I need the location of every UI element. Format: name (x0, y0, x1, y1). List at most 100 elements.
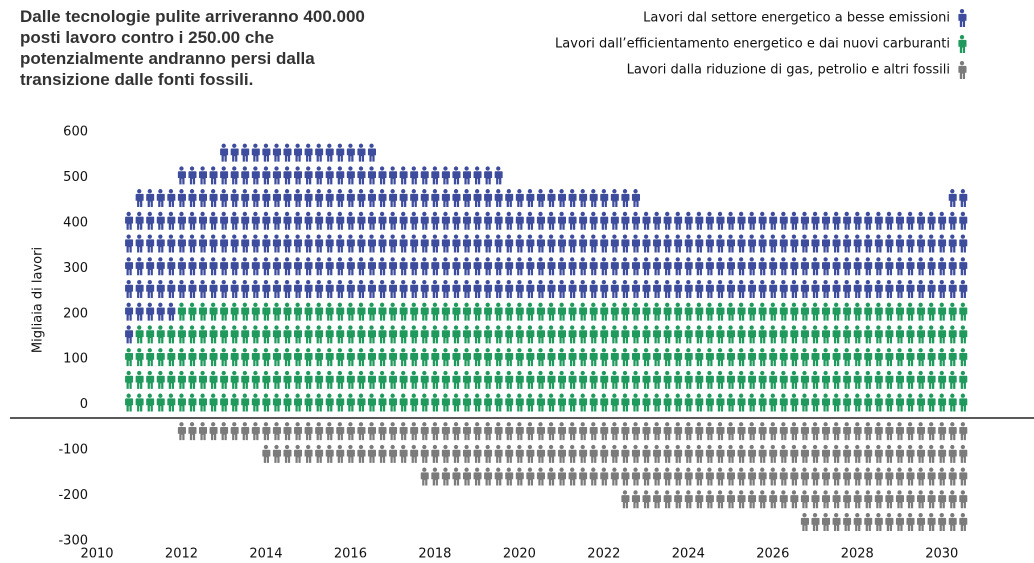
icon-stack (589, 422, 598, 486)
person-icon (283, 166, 292, 185)
person-icon (769, 490, 778, 509)
person-icon (441, 234, 450, 253)
person-icon (410, 302, 419, 321)
person-icon (251, 348, 260, 367)
icon-stack (188, 422, 197, 441)
person-icon (906, 444, 915, 463)
person-icon (684, 211, 693, 230)
icon-stack (367, 422, 377, 463)
person-icon (790, 211, 799, 230)
person-icon (568, 302, 577, 321)
person-icon (906, 257, 915, 276)
person-icon (262, 189, 271, 208)
person-icon (822, 279, 831, 298)
icon-stack (906, 302, 915, 412)
legend-label: Lavori dalla riduzione di gas, petrolio … (627, 63, 950, 78)
person-icon (441, 422, 450, 441)
person-icon (653, 257, 662, 276)
person-icon (811, 279, 820, 298)
person-icon (811, 444, 820, 463)
icon-stack (188, 302, 197, 412)
person-icon (220, 393, 229, 412)
person-icon (156, 370, 165, 389)
person-icon (505, 444, 514, 463)
person-icon (737, 490, 746, 509)
person-icon (515, 370, 524, 389)
person-icon (832, 467, 841, 486)
person-icon (800, 211, 809, 230)
icon-stack (304, 302, 313, 412)
person-icon (209, 370, 218, 389)
person-icon (959, 257, 968, 276)
person-icon (410, 234, 419, 253)
person-icon (726, 393, 736, 412)
person-icon (927, 211, 936, 230)
icon-stack (547, 189, 556, 298)
person-icon (568, 211, 577, 230)
person-icon (589, 257, 598, 276)
person-icon (948, 513, 957, 531)
person-icon (420, 325, 429, 344)
icon-stack (800, 211, 809, 298)
person-icon (378, 211, 387, 230)
person-icon (906, 467, 915, 486)
person-icon (367, 257, 377, 276)
icon-stack (663, 211, 672, 298)
person-icon (568, 393, 577, 412)
x-tick-label: 2010 (80, 547, 113, 562)
person-icon (420, 279, 429, 298)
person-icon (653, 302, 662, 321)
person-icon (600, 348, 609, 367)
person-icon (272, 444, 282, 463)
person-icon (526, 370, 535, 389)
icon-stack (589, 302, 598, 412)
person-icon (959, 348, 968, 367)
person-icon (579, 279, 588, 298)
person-icon (938, 513, 947, 531)
icon-stack (272, 143, 282, 298)
person-icon (705, 234, 714, 253)
person-icon (315, 257, 324, 276)
person-icon (357, 279, 366, 298)
person-icon (927, 302, 936, 321)
icon-stack (420, 302, 429, 412)
person-icon (241, 348, 250, 367)
person-icon (695, 444, 704, 463)
person-icon (610, 279, 619, 298)
person-icon (315, 370, 324, 389)
person-icon (367, 370, 377, 389)
person-icon (779, 444, 788, 463)
person-icon (357, 348, 366, 367)
x-tick-label: 2024 (672, 547, 705, 562)
person-icon (230, 422, 239, 441)
icon-stack (230, 302, 239, 412)
person-icon (484, 393, 493, 412)
icon-stack (146, 189, 155, 321)
person-icon (262, 302, 271, 321)
icon-stack (874, 422, 883, 531)
person-icon (484, 279, 493, 298)
person-icon (726, 444, 736, 463)
person-icon (294, 393, 303, 412)
person-icon (262, 257, 271, 276)
icon-stack (895, 302, 905, 412)
person-icon (156, 257, 165, 276)
person-icon (304, 422, 313, 441)
person-icon (864, 348, 873, 367)
person-icon (737, 370, 746, 389)
person-icon (885, 444, 894, 463)
x-tick-label: 2030 (925, 547, 958, 562)
person-icon (294, 279, 303, 298)
person-icon (737, 422, 746, 441)
person-icon (462, 302, 472, 321)
icon-stack (663, 422, 672, 509)
person-icon (800, 490, 809, 509)
icon-stack (304, 422, 313, 463)
person-icon (653, 422, 662, 441)
person-icon (315, 166, 324, 185)
person-icon (938, 302, 947, 321)
person-icon (146, 189, 155, 208)
icon-stack (843, 422, 852, 531)
person-icon (473, 444, 482, 463)
person-icon (843, 302, 852, 321)
